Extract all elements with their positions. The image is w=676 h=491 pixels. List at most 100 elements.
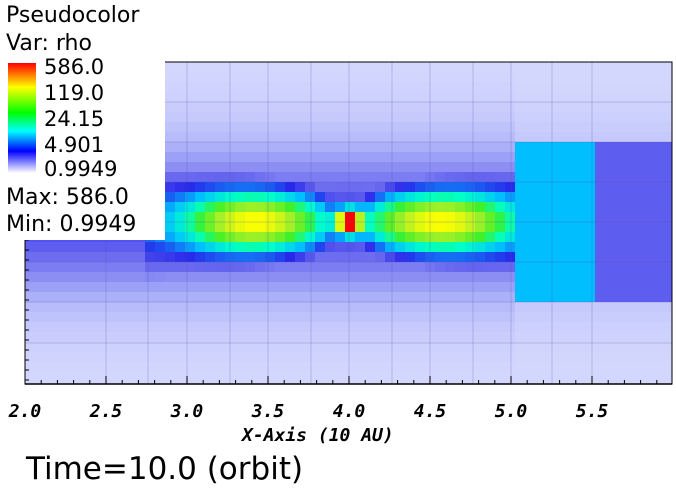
heatmap-cell (205, 232, 216, 243)
heatmap-cell (425, 232, 436, 243)
heatmap-cell (185, 302, 196, 313)
heatmap-cell (165, 102, 176, 113)
heatmap-cell (65, 242, 76, 253)
heatmap-cell (445, 222, 456, 233)
heatmap-cell (165, 62, 176, 73)
heatmap-cell (465, 342, 476, 353)
heatmap-cell (215, 222, 226, 233)
heatmap-cell (425, 342, 436, 353)
heatmap-cell (515, 242, 526, 253)
heatmap-cell (375, 212, 386, 223)
heatmap-cell (255, 312, 266, 323)
heatmap-cell (195, 152, 206, 163)
heatmap-cell (505, 322, 516, 333)
heatmap-cell (395, 102, 406, 113)
heatmap-cell (275, 282, 286, 293)
heatmap-cell (555, 132, 566, 143)
heatmap-cell (265, 62, 276, 73)
heatmap-cell (285, 272, 296, 283)
heatmap-cell (545, 102, 556, 113)
heatmap-cell (585, 112, 596, 123)
heatmap-cell (585, 222, 596, 233)
heatmap-cell (375, 252, 386, 263)
heatmap-cell (25, 342, 36, 353)
heatmap-cell (395, 272, 406, 283)
heatmap-cell (475, 272, 486, 283)
heatmap-cell (335, 272, 346, 283)
variable-label: Var: rho (6, 31, 92, 56)
heatmap-cell (405, 102, 416, 113)
heatmap-cell (235, 282, 246, 293)
heatmap-cell (575, 112, 586, 123)
heatmap-cell (365, 142, 376, 153)
heatmap-cell (315, 62, 326, 73)
heatmap-cell (375, 162, 386, 173)
heatmap-cell (615, 322, 626, 333)
heatmap-cell (275, 352, 286, 363)
heatmap-cell (645, 132, 656, 143)
heatmap-cell (465, 222, 476, 233)
heatmap-cell (455, 202, 466, 213)
heatmap-cell (555, 252, 566, 263)
heatmap-cell (665, 202, 673, 213)
heatmap-cell (595, 262, 606, 273)
heatmap-cell (345, 132, 356, 143)
heatmap-cell (635, 72, 646, 83)
heatmap-cell (55, 242, 66, 253)
heatmap-cell (325, 152, 336, 163)
heatmap-cell (125, 282, 136, 293)
heatmap-cell (495, 292, 506, 303)
heatmap-cell (525, 302, 536, 313)
heatmap-cell (205, 182, 216, 193)
heatmap-cell (455, 352, 466, 363)
heatmap-cell (235, 202, 246, 213)
heatmap-cell (145, 242, 156, 253)
heatmap-cell (315, 292, 326, 303)
heatmap-cell (55, 282, 66, 293)
heatmap-cell (615, 242, 626, 253)
heatmap-cell (385, 342, 396, 353)
heatmap-cell (65, 292, 76, 303)
heatmap-cell (255, 182, 266, 193)
heatmap-cell (605, 312, 616, 323)
heatmap-cell (305, 312, 316, 323)
heatmap-cell (45, 352, 56, 363)
heatmap-cell (325, 272, 336, 283)
heatmap-cell (605, 272, 616, 283)
heatmap-cell (505, 142, 516, 153)
heatmap-cell (295, 102, 306, 113)
heatmap-cell (535, 292, 546, 303)
heatmap-cell (175, 342, 186, 353)
heatmap-cell (505, 82, 516, 93)
heatmap-cell (575, 102, 586, 113)
heatmap-cell (635, 332, 646, 343)
heatmap-cell (135, 352, 146, 363)
heatmap-cell (455, 82, 466, 93)
heatmap-cell (365, 162, 376, 173)
heatmap-cell (225, 212, 236, 223)
heatmap-cell (285, 122, 296, 133)
heatmap-cell (595, 372, 606, 383)
heatmap-cell (285, 242, 296, 253)
heatmap-cell (385, 282, 396, 293)
heatmap-cell (535, 182, 546, 193)
heatmap-cell (305, 182, 316, 193)
heatmap-cell (495, 182, 506, 193)
heatmap-cell (75, 362, 86, 373)
heatmap-cell (185, 272, 196, 283)
heatmap-cell (295, 362, 306, 373)
heatmap-cell (505, 332, 516, 343)
heatmap-cell (225, 282, 236, 293)
heatmap-cell (315, 212, 326, 223)
heatmap-cell (135, 252, 146, 263)
heatmap-cell (215, 102, 226, 113)
heatmap-cell (65, 362, 76, 373)
heatmap-cell (405, 92, 416, 103)
heatmap-cell (345, 112, 356, 123)
heatmap-cell (265, 322, 276, 333)
heatmap-cell (615, 62, 626, 73)
heatmap-cell (125, 332, 136, 343)
heatmap-cell (635, 212, 646, 223)
heatmap-cell (365, 102, 376, 113)
heatmap-cell (235, 72, 246, 83)
